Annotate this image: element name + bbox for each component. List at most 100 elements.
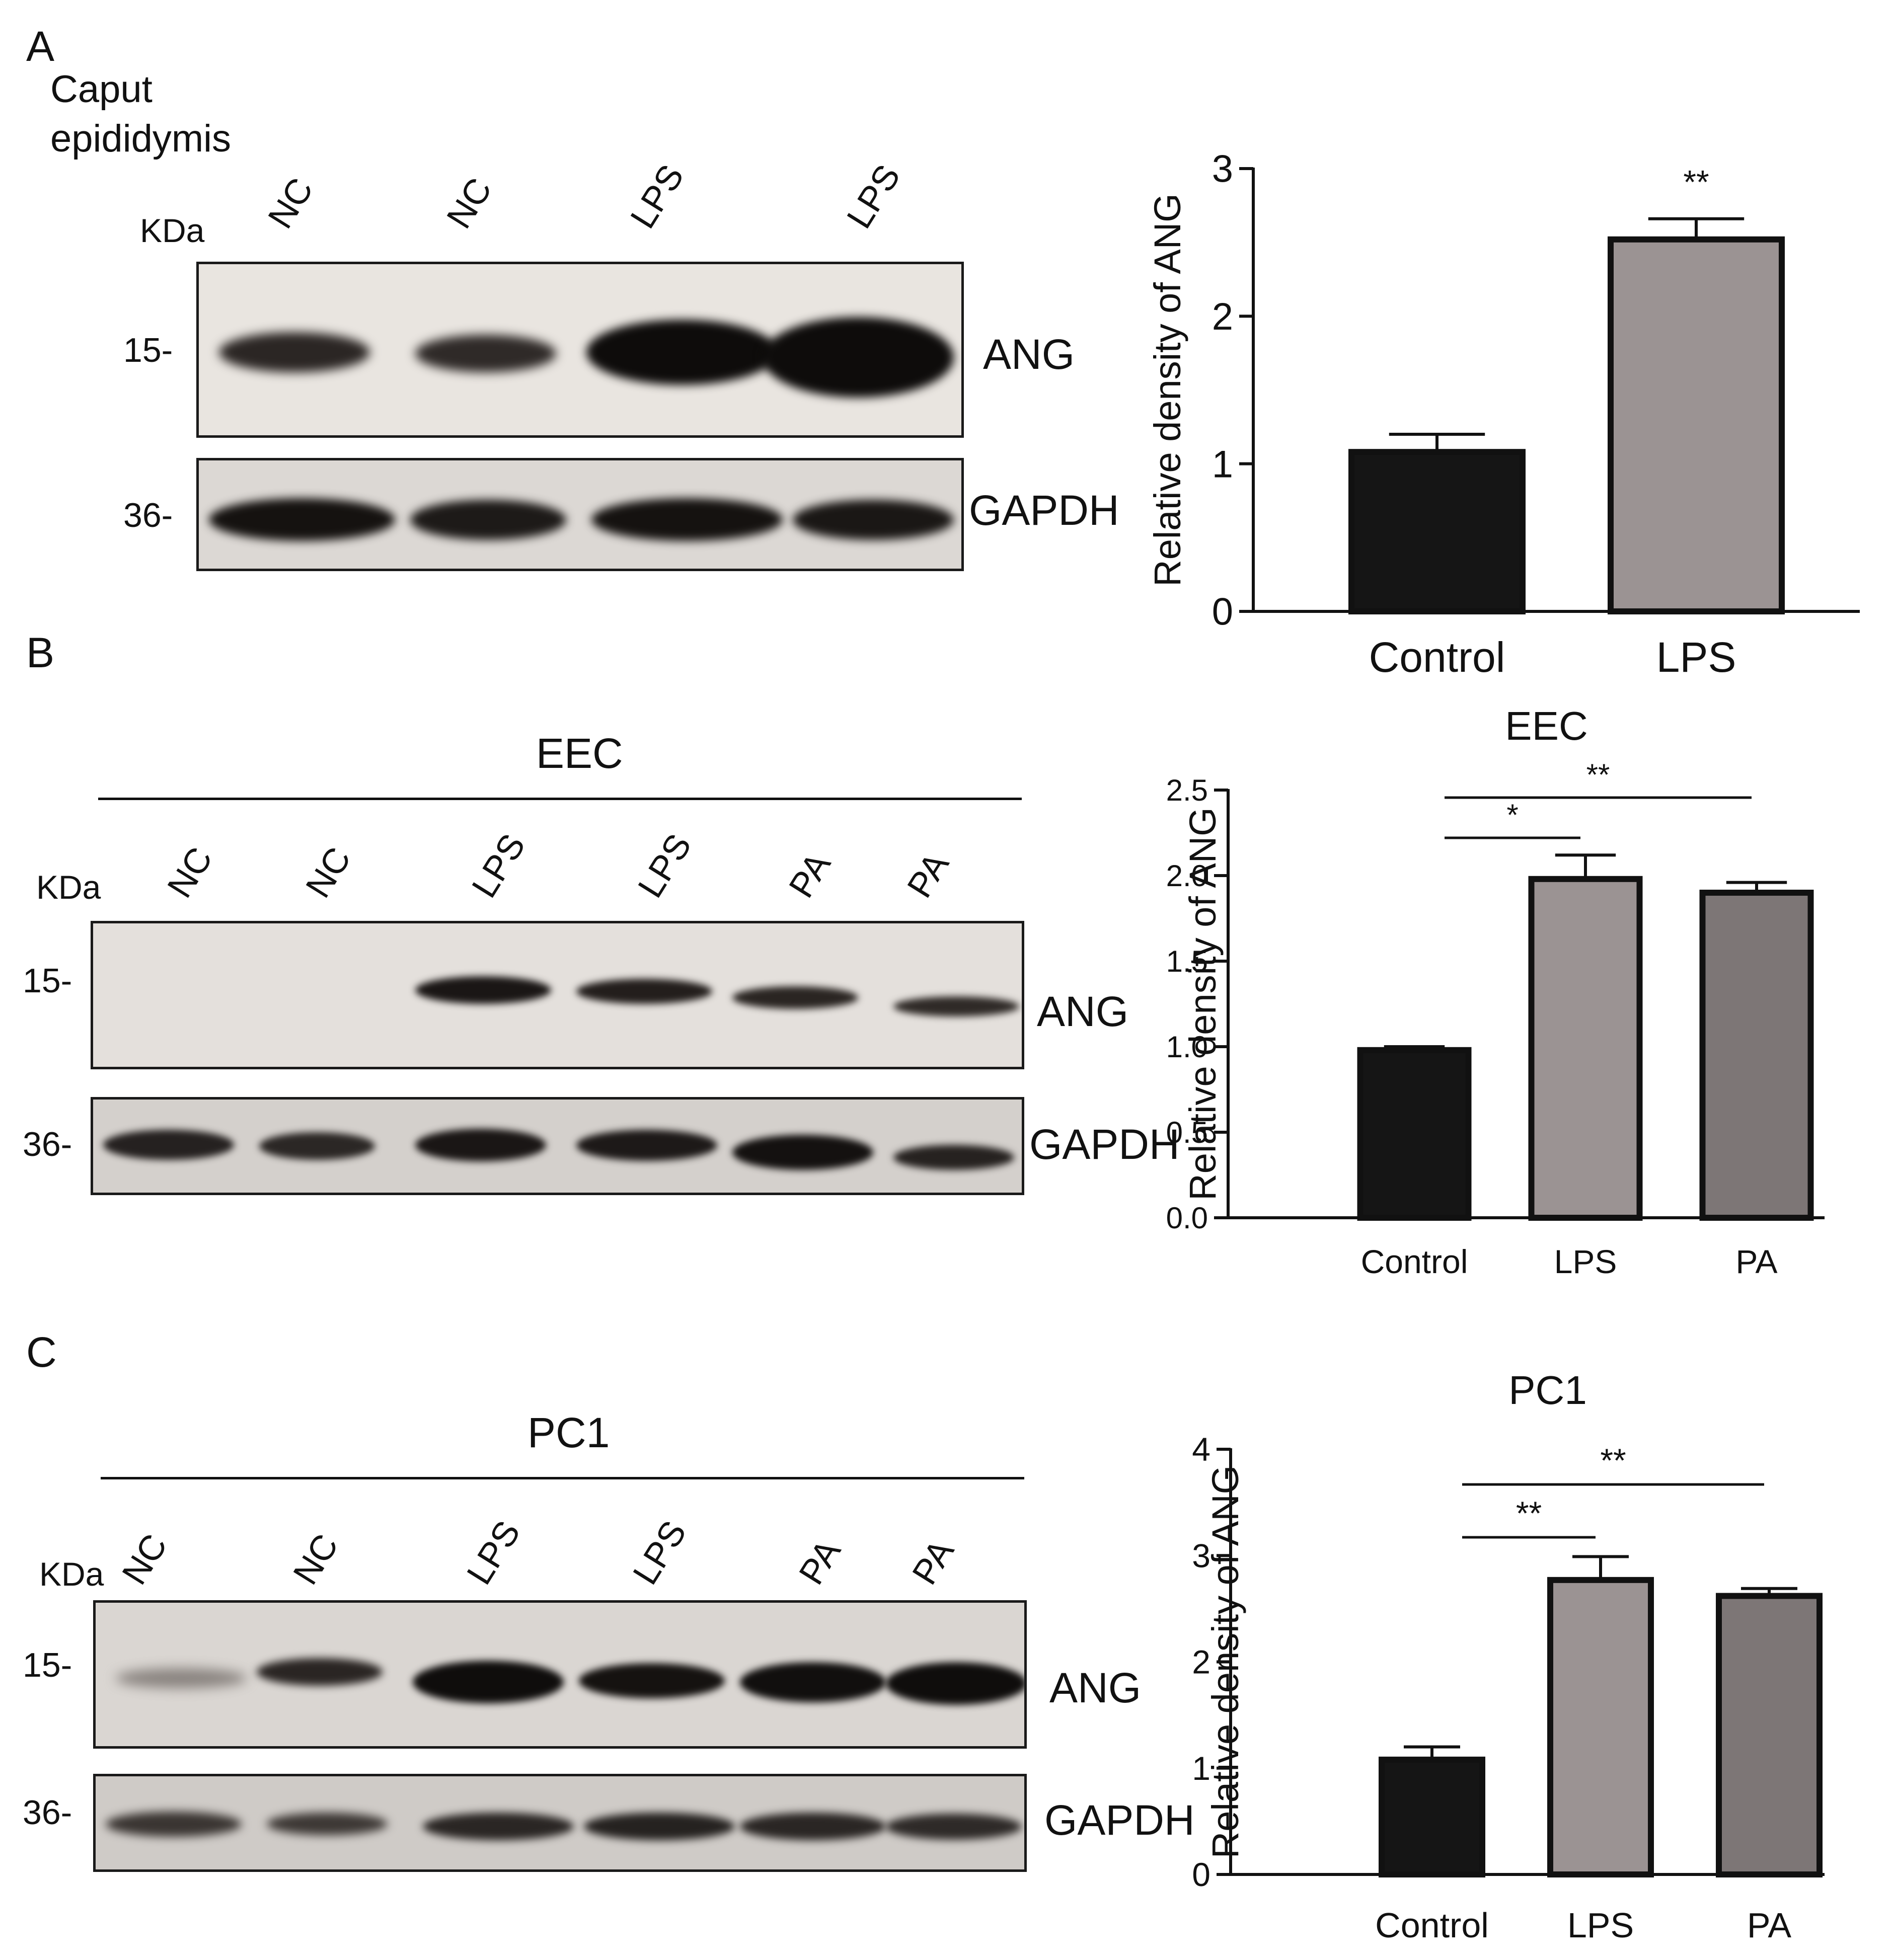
y-tick-label: 0.5 <box>1166 1116 1208 1149</box>
x-category-label: Control <box>1369 634 1505 681</box>
y-tick-label: 4 <box>1192 1431 1210 1468</box>
x-category-label: LPS <box>1554 1243 1617 1280</box>
significance-label: ** <box>1600 1442 1626 1479</box>
tissue-label-line2: epididymis <box>50 117 232 160</box>
blot-band <box>740 1813 886 1840</box>
blot-label-ang: ANG <box>1037 988 1129 1035</box>
kda-label: KDa <box>39 1555 104 1593</box>
bar <box>1528 876 1643 1221</box>
blot-band <box>732 986 858 1009</box>
blot-label-gapdh: GAPDH <box>1044 1796 1195 1844</box>
y-tick-label: 1 <box>1212 443 1233 486</box>
blot-band <box>267 1813 388 1835</box>
y-tick-label: 0 <box>1212 591 1233 634</box>
bar <box>1716 1593 1823 1877</box>
blot-band <box>410 500 566 540</box>
y-axis-label: Relative density of ANG <box>1182 807 1224 1200</box>
blot-band <box>413 1661 564 1703</box>
marker-36: 36- <box>23 1125 72 1163</box>
blot-band <box>576 979 712 1004</box>
marker-36: 36- <box>23 1793 72 1832</box>
y-axis-label: Relative density of ANG <box>1204 1465 1246 1858</box>
blot-band <box>586 320 778 385</box>
blot-band <box>893 996 1019 1016</box>
significance-label: ** <box>1586 758 1610 792</box>
gapdh-blot-a <box>196 458 964 571</box>
blot-band <box>591 498 783 541</box>
chart-title: PC1 <box>1508 1368 1587 1413</box>
y-tick-label: 1.5 <box>1166 945 1208 978</box>
blot-band <box>106 1812 242 1837</box>
blot-band <box>740 1662 886 1702</box>
blot-band <box>103 1130 234 1160</box>
blot-band <box>576 1130 717 1161</box>
blot-band <box>219 332 370 372</box>
marker-36: 36- <box>123 496 173 534</box>
blot-band <box>793 500 954 540</box>
kda-label: KDa <box>36 869 101 906</box>
y-tick-label: 2 <box>1192 1643 1210 1681</box>
group-underline <box>101 1477 1024 1479</box>
kda-label: KDa <box>140 212 205 249</box>
blot-band <box>415 1129 546 1161</box>
blot-label-gapdh: GAPDH <box>1029 1121 1180 1168</box>
ang-blot-c <box>93 1600 1027 1749</box>
y-tick-label: 1 <box>1192 1750 1210 1787</box>
panel-letter-b: B <box>26 629 55 676</box>
y-tick-label: 0 <box>1192 1856 1210 1893</box>
marker-15: 15- <box>23 962 72 1000</box>
bar <box>1357 1047 1472 1221</box>
group-underline <box>98 798 1022 800</box>
significance-label: ** <box>1516 1495 1542 1532</box>
y-tick-label: 3 <box>1192 1537 1210 1574</box>
ang-blot-a <box>196 262 964 438</box>
y-tick-label: 3 <box>1212 148 1233 191</box>
panel-letter-a: A <box>26 23 55 70</box>
blot-band <box>116 1668 247 1688</box>
gapdh-blot-b <box>91 1097 1024 1195</box>
x-category-label: Control <box>1361 1243 1468 1280</box>
y-tick-label: 2.5 <box>1166 773 1208 807</box>
blot-label-ang: ANG <box>1049 1664 1142 1711</box>
significance-label: * <box>1506 798 1518 832</box>
blot-band <box>886 1814 1022 1840</box>
gapdh-blot-c <box>93 1774 1027 1872</box>
bar <box>1348 449 1526 614</box>
x-category-label: LPS <box>1656 634 1736 681</box>
blot-band <box>257 1658 383 1686</box>
tissue-label-line1: Caput <box>50 68 153 111</box>
blot-band <box>423 1813 574 1840</box>
blot-band <box>579 1663 725 1698</box>
x-category-label: PA <box>1735 1243 1777 1280</box>
blot-band <box>209 498 395 541</box>
y-tick-label: 2.0 <box>1166 859 1208 893</box>
blot-label-ang: ANG <box>983 331 1075 378</box>
blot-band <box>415 335 556 372</box>
blot-band <box>732 1135 873 1170</box>
y-tick-label: 1.0 <box>1166 1030 1208 1064</box>
bar <box>1547 1577 1654 1877</box>
y-tick-label: 2 <box>1212 295 1233 338</box>
blot-label-gapdh: GAPDH <box>969 487 1119 534</box>
bar <box>1608 236 1785 614</box>
marker-15: 15- <box>123 331 173 369</box>
blot-band <box>259 1132 375 1160</box>
x-category-label: Control <box>1375 1906 1489 1945</box>
y-tick-label: 0.0 <box>1166 1201 1208 1235</box>
y-axis-label: Relative density of ANG <box>1147 193 1188 586</box>
bar-chart-a: 0 1 2 3 Relative density of ANG Control LPS ** <box>1147 148 1860 681</box>
marker-15: 15- <box>23 1646 72 1684</box>
x-category-label: LPS <box>1567 1906 1634 1945</box>
panel-letter-c: C <box>26 1328 57 1376</box>
bar <box>1379 1756 1485 1878</box>
blot-band <box>763 317 954 398</box>
group-label-eec: EEC <box>536 730 623 777</box>
blot-band <box>584 1813 735 1840</box>
chart-title: EEC <box>1505 703 1588 748</box>
blot-band <box>886 1662 1024 1705</box>
ang-blot-b <box>91 921 1024 1069</box>
blot-band <box>415 976 551 1004</box>
